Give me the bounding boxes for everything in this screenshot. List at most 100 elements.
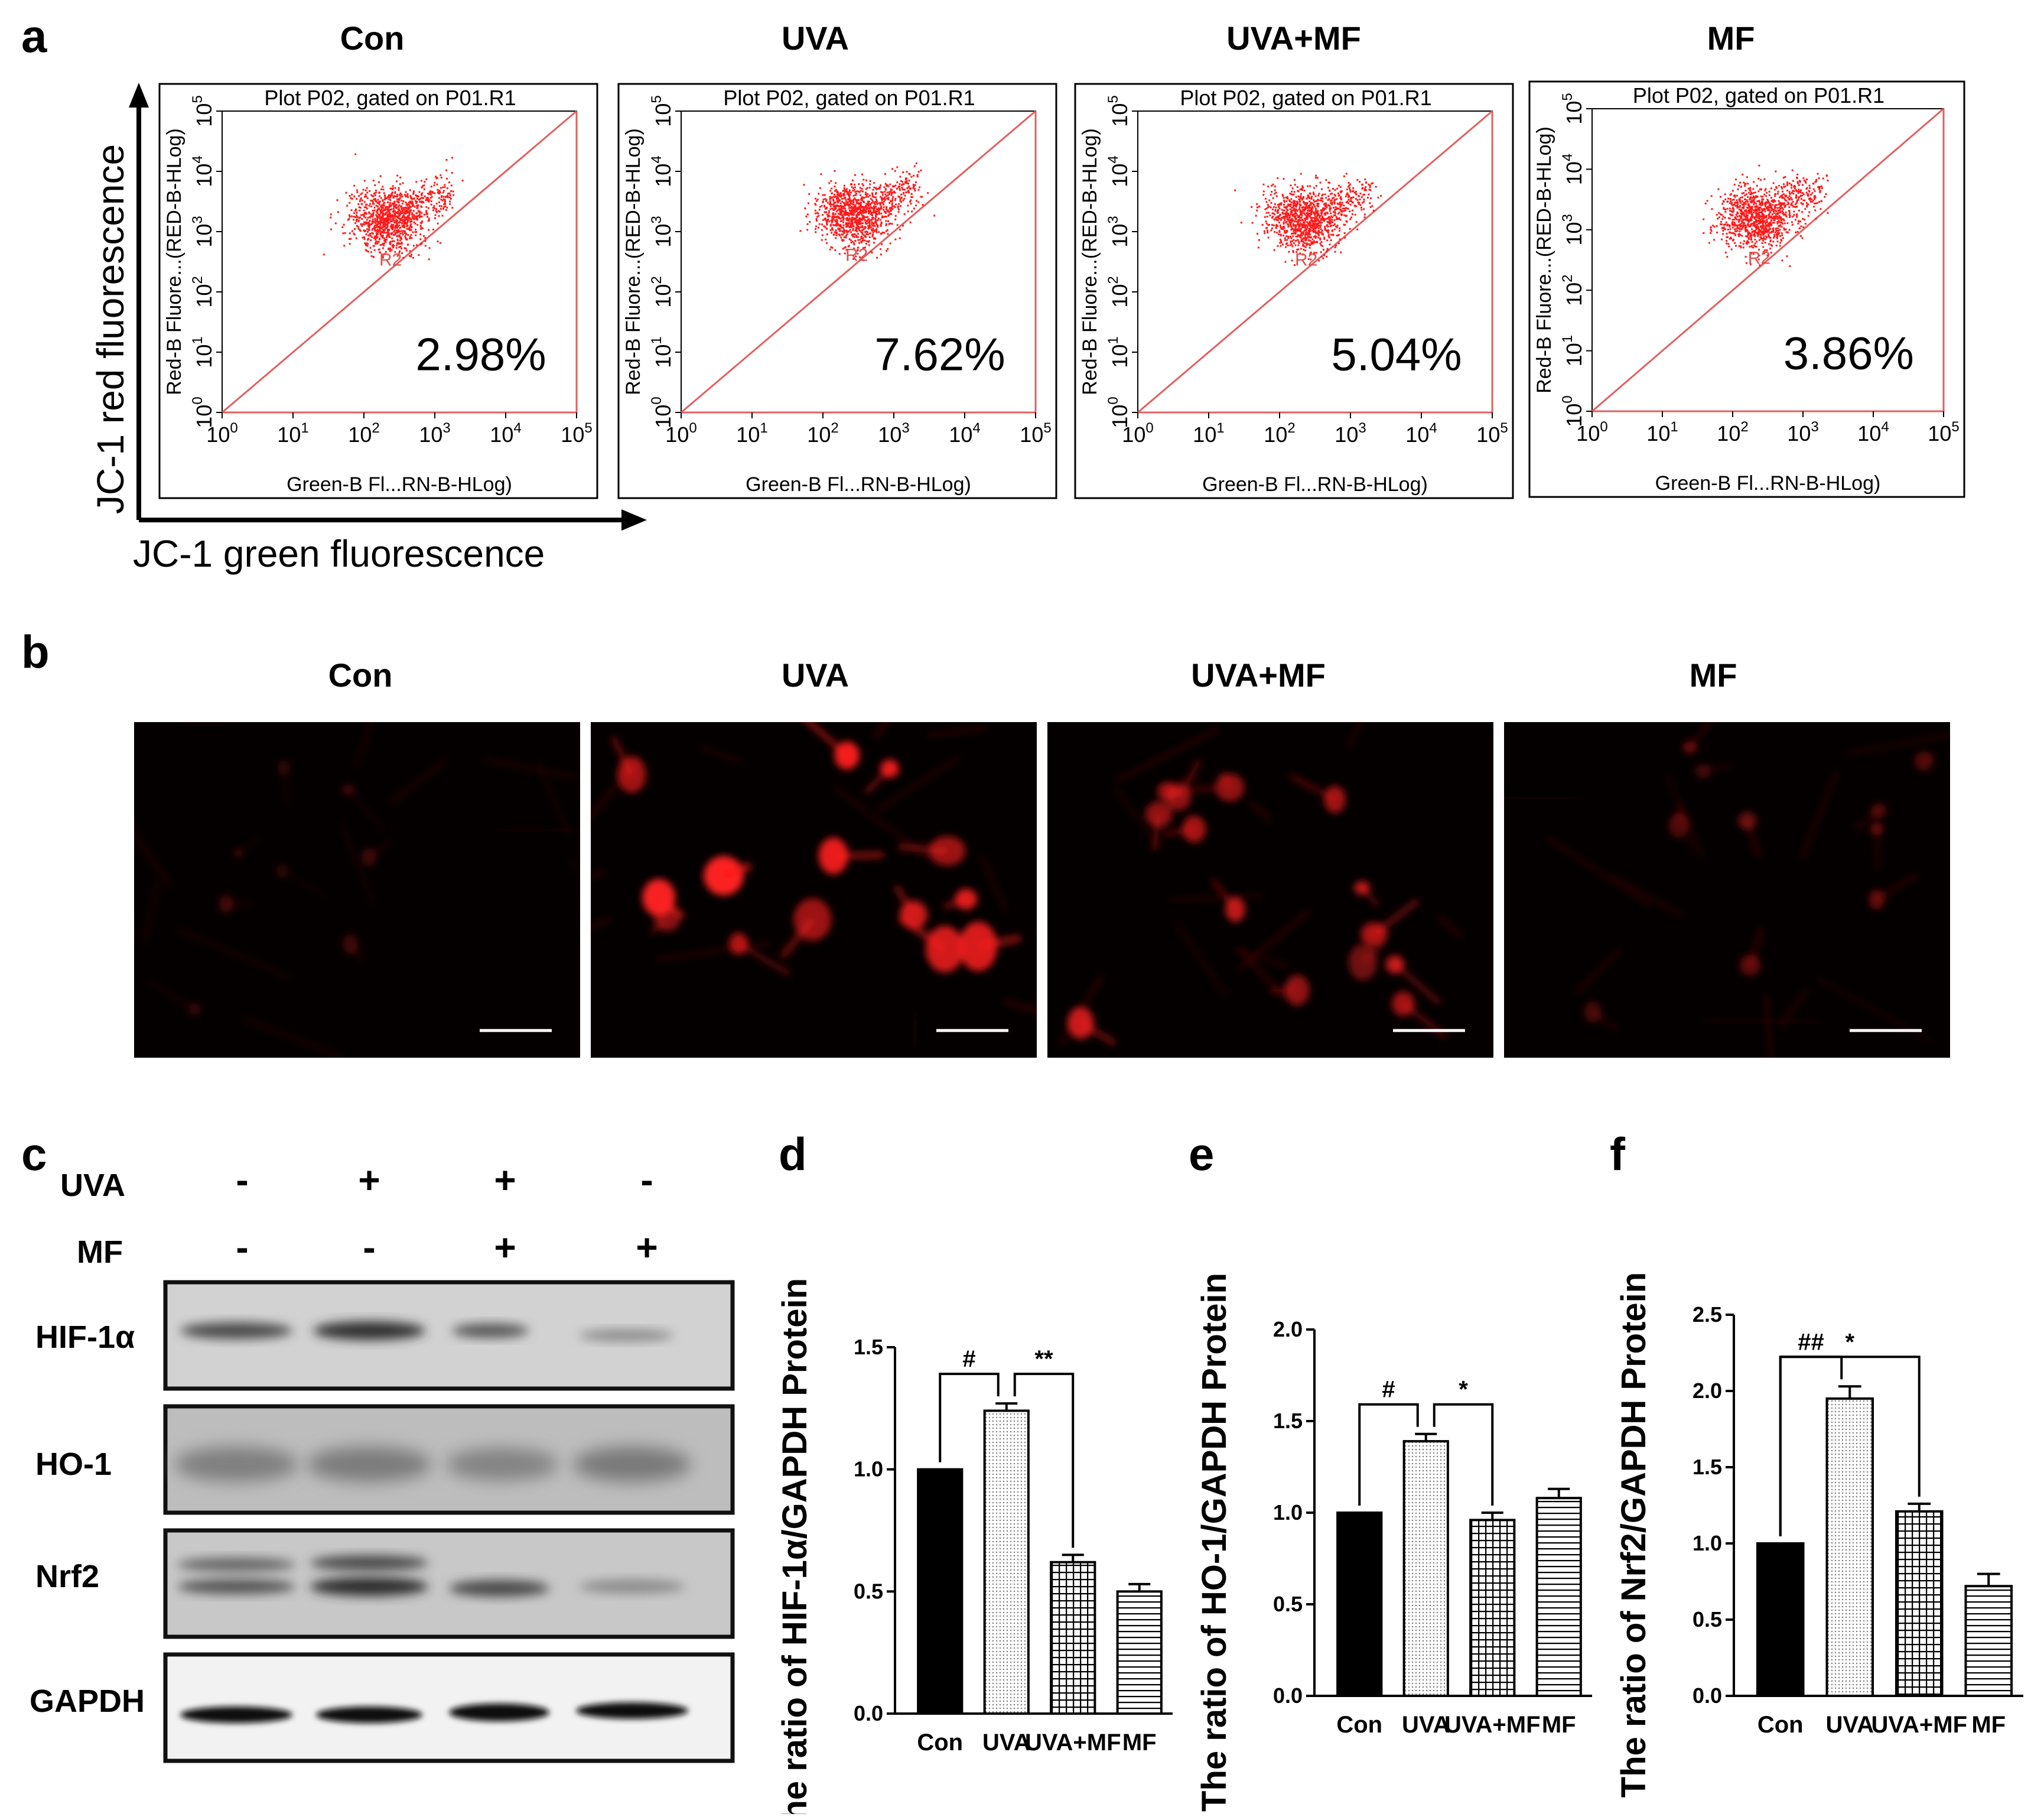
flow-x-tick: 102 [348, 420, 379, 447]
chart-nrf2: The ratio of Nrf2/GAPDH Protein 0.0 0.5 1.0… [1615, 1272, 2023, 1798]
panel-b-label: b [21, 626, 50, 678]
cells [1584, 722, 1938, 1032]
flow-x-tick: 104 [949, 420, 980, 447]
cells [610, 722, 1021, 976]
western-blots [163, 1280, 735, 1763]
flow-y-tick: 102 [649, 276, 675, 307]
y-tick-label: 1.0 [1273, 1500, 1303, 1525]
wb-label-nrf2: Nrf2 [35, 1559, 100, 1594]
micrograph-mf [1504, 722, 1950, 1058]
flow-x-tick: 104 [490, 420, 521, 447]
bar-uva [1402, 1440, 1449, 1697]
flow-scatter [323, 153, 464, 261]
chart-ylabel: The ratio of HO-1/GAPDH Protein [1195, 1273, 1233, 1812]
chart-ho1: The ratio of HO-1/GAPDH Protein 0.0 0.5 1.0… [1195, 1273, 1592, 1812]
flow-plot-title: Plot P02, gated on P01.R1 [264, 86, 516, 110]
x-tick-label: UVA+MF [1871, 1712, 1967, 1738]
flow-x-tick: 101 [277, 420, 308, 447]
b-title-uva: UVA [781, 656, 850, 694]
blot-gapdh [163, 1652, 735, 1763]
y-tick-label: 0.0 [1693, 1683, 1722, 1708]
flow-x-tick: 101 [1193, 420, 1224, 447]
flow-y-tick: 100 [649, 396, 675, 428]
flow-y-label: Red-B Fluore...(RED-B-HLog) [622, 128, 645, 395]
flow-y-tick: 105 [1105, 95, 1132, 126]
flow-y-tick: 104 [649, 155, 675, 187]
gate-diagonal [1591, 108, 1944, 412]
y-tick-label: 0.5 [854, 1579, 883, 1603]
flow-y-tick: 101 [1560, 335, 1586, 366]
y-tick-label: 2.0 [1693, 1379, 1722, 1403]
flow-x-tick: 100 [206, 420, 237, 447]
flow-y-tick: 104 [1105, 155, 1132, 187]
bar-uva-mf [1469, 1519, 1516, 1698]
bar-mf [1535, 1497, 1582, 1697]
flow-y-tick: 103 [1105, 216, 1132, 247]
blot-hif1a [163, 1280, 735, 1391]
x-tick-label: Con [917, 1730, 963, 1756]
gate-diagonal [222, 110, 577, 414]
gate-label-r2: R2 [845, 246, 868, 265]
gate-diagonal [1137, 110, 1493, 414]
wb-mf-sign-2: - [363, 1226, 376, 1269]
gate-diagonal [681, 110, 1036, 414]
flow-x-tick: 105 [1928, 419, 1959, 446]
x-tick-label: UVA [1826, 1712, 1874, 1738]
flow-x-tick: 100 [1576, 419, 1607, 446]
flow-y-tick: 103 [1560, 214, 1586, 245]
bar-con [917, 1468, 964, 1715]
flow-y-tick: 105 [649, 95, 675, 126]
gate-label-r2: R2 [1748, 248, 1770, 268]
bar-con [1756, 1542, 1805, 1697]
flow-plot-uvamf: Plot P02, gated on P01.R1 100 101 102 103 104… [1074, 83, 1514, 499]
flow-x-tick: 102 [807, 420, 838, 447]
y-tick-label: 2.0 [1273, 1317, 1303, 1341]
panel-d-label: d [779, 1128, 807, 1180]
a-title-mf: MF [1707, 19, 1755, 57]
flow-plot-title: Plot P02, gated on P01.R1 [723, 86, 975, 110]
bar-mf [1964, 1585, 2013, 1697]
flow-percent: 5.04% [1331, 329, 1462, 381]
flow-x-label: Green-B Fl...RN-B-HLog) [1202, 473, 1428, 496]
a-title-con: Con [340, 19, 405, 57]
wb-mf-label: MF [77, 1234, 123, 1270]
bar-uva [983, 1409, 1030, 1715]
x-tick-label: UVA [1402, 1712, 1450, 1738]
significance-bracket [939, 1373, 1000, 1462]
flow-frame [617, 83, 1057, 499]
flow-x-tick: 105 [561, 420, 592, 447]
flow-svg: Plot P02, gated on P01.R1 100 101 102 103 104… [158, 83, 598, 499]
x-tick-label: Con [1336, 1712, 1382, 1738]
wb-mf-sign-3: + [494, 1226, 516, 1269]
flow-y-tick: 100 [190, 396, 216, 428]
cells [1067, 759, 1447, 1046]
wb-uva-sign-2: + [358, 1159, 380, 1201]
flow-x-tick: 103 [419, 420, 450, 447]
panel-a-label: a [21, 10, 47, 62]
flow-y-tick: 104 [1560, 154, 1586, 185]
micrograph-con [134, 722, 580, 1058]
a-title-uva: UVA [781, 19, 850, 57]
bar-mf [1116, 1590, 1163, 1715]
flow-y-label: Red-B Fluore...(RED-B-HLog) [163, 128, 185, 395]
y-tick-label: 0.5 [1273, 1592, 1303, 1616]
x-tick-label: MF [1122, 1730, 1157, 1756]
bar-uva [1825, 1397, 1874, 1697]
x-tick-label: UVA+MF [1444, 1712, 1541, 1738]
y-tick-label: 0.5 [1693, 1607, 1722, 1631]
flow-plot-uva: Plot P02, gated on P01.R1 100 101 102 103 104… [617, 83, 1057, 499]
wb-mf-sign-4: + [636, 1226, 658, 1269]
flow-y-tick: 105 [1560, 93, 1586, 124]
flow-percent: 2.98% [415, 329, 546, 381]
flow-y-tick: 101 [190, 336, 216, 368]
y-tick-label: 1.5 [1693, 1455, 1722, 1479]
y-tick-label: 1.5 [1273, 1409, 1303, 1433]
flow-plot-title: Plot P02, gated on P01.R1 [1633, 83, 1884, 108]
flow-x-tick: 103 [1787, 419, 1818, 446]
y-tick-label: 2.5 [1693, 1302, 1722, 1327]
significance-bracket [1358, 1403, 1419, 1506]
flow-scatter [1703, 164, 1829, 267]
significance-mark: # [1382, 1377, 1395, 1403]
flow-y-label: Red-B Fluore...(RED-B-HLog) [1533, 126, 1555, 394]
flow-x-tick: 101 [1646, 419, 1678, 446]
